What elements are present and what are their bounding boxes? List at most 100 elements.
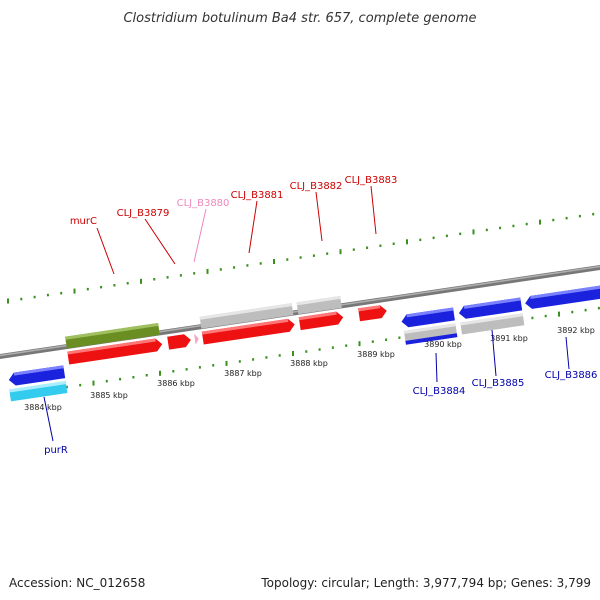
- genome-summary-text: Topology: circular; Length: 3,977,794 bp…: [260, 576, 591, 590]
- tick-label-3886: 3886 kbp: [157, 379, 195, 388]
- track-tick: [432, 236, 435, 240]
- gene-labels: murC CLJ_B3879 CLJ_B3880 CLJ_B3881 CLJ_B…: [44, 175, 597, 456]
- track-tick: [273, 259, 275, 264]
- coordinate-labels: 3884 kbp 3885 kbp 3886 kbp 3887 kbp 3888…: [24, 326, 595, 412]
- track-tick: [20, 297, 23, 301]
- track-tick: [592, 212, 595, 216]
- gene-clj-b3884: [401, 307, 455, 328]
- track-tick: [259, 262, 262, 265]
- genome-title: Clostridium botulinum Ba4 str. 657, comp…: [123, 11, 476, 26]
- gene-leader-lines: [43, 185, 570, 442]
- gene-clj-b3883: [358, 305, 387, 322]
- tick-label-3884: 3884 kbp: [24, 403, 62, 412]
- track-tick: [419, 238, 422, 242]
- track-tick: [166, 276, 169, 279]
- track-tick: [140, 278, 142, 284]
- track-tick: [252, 358, 255, 361]
- track-tick: [100, 285, 103, 289]
- track-tick: [544, 314, 547, 318]
- gene-label-clj-b3885: CLJ_B3885: [472, 378, 525, 389]
- track-tick: [33, 295, 36, 299]
- track-tick: [219, 268, 222, 271]
- track-tick: [552, 218, 555, 222]
- track-tick: [558, 311, 560, 317]
- track-tick: [79, 383, 82, 387]
- track-tick: [46, 293, 49, 297]
- track-tick: [406, 239, 408, 245]
- track-tick: [326, 252, 329, 255]
- track-tick: [238, 360, 241, 363]
- track-tick: [132, 376, 135, 379]
- track-tick: [358, 341, 361, 347]
- track-tick: [445, 234, 448, 238]
- tick-label-3892: 3892 kbp: [557, 326, 595, 335]
- track-tick: [145, 374, 148, 377]
- tick-label-3891: 3891 kbp: [490, 334, 528, 343]
- track-tick: [292, 351, 294, 356]
- gene-clj-b3885-gray: [460, 313, 525, 335]
- track-tick: [385, 338, 388, 341]
- track-tick: [305, 350, 308, 353]
- gene-clj-b3882-gray: [296, 295, 342, 315]
- track-tick: [206, 268, 209, 274]
- track-tick: [459, 232, 462, 236]
- track-tick: [265, 356, 268, 359]
- track-tick: [499, 226, 502, 230]
- gene-clj-b3886: [525, 279, 600, 309]
- gene-track: [8, 279, 600, 402]
- gene-clj-b3880: [194, 333, 199, 345]
- track-tick: [366, 246, 369, 249]
- gene-label-clj-b3884: CLJ_B3884: [413, 386, 466, 397]
- tick-label-3887: 3887 kbp: [224, 369, 262, 378]
- gene-clj-b3885: [458, 297, 523, 319]
- gene-clj-b3884-gray: [403, 323, 458, 343]
- track-tick: [352, 248, 355, 251]
- track-tick: [571, 310, 574, 314]
- track-tick: [597, 306, 600, 310]
- track-tick: [172, 370, 175, 373]
- track-tick: [113, 284, 116, 287]
- track-tick: [159, 370, 161, 376]
- track-tick: [584, 308, 587, 312]
- track-dots: [7, 212, 600, 396]
- gene-label-clj-b3882: CLJ_B3882: [290, 181, 343, 192]
- track-tick: [153, 278, 156, 281]
- gene-label-clj-b3879: CLJ_B3879: [117, 208, 170, 219]
- track-tick: [578, 214, 581, 218]
- gene-label-clj-b3880: CLJ_B3880: [177, 198, 230, 209]
- track-tick: [531, 316, 534, 320]
- gene-label-clj-b3883: CLJ_B3883: [345, 175, 398, 186]
- track-tick: [86, 287, 89, 291]
- track-tick: [485, 228, 488, 232]
- track-tick: [92, 380, 95, 386]
- track-tick: [179, 274, 182, 277]
- track-tick: [212, 364, 215, 367]
- gene-clj-b3884-strip: [405, 333, 458, 345]
- track-tick: [512, 224, 515, 228]
- track-tick: [246, 264, 249, 267]
- track-tick: [198, 366, 201, 369]
- track-tick: [286, 258, 289, 261]
- gene-clj-b3879: [167, 334, 191, 350]
- track-tick: [345, 344, 348, 347]
- track-tick: [398, 336, 401, 339]
- track-tick: [126, 282, 129, 285]
- gene-label-purr: purR: [44, 445, 68, 456]
- gene-label-clj-b3881: CLJ_B3881: [231, 190, 284, 201]
- gene-murc-red: [67, 338, 163, 365]
- track-tick: [60, 291, 63, 295]
- track-tick: [105, 379, 108, 383]
- gene-purr: [9, 381, 68, 402]
- track-tick: [565, 216, 568, 220]
- track-tick: [119, 377, 122, 381]
- track-tick: [278, 354, 281, 357]
- track-tick: [392, 242, 395, 245]
- track-tick: [7, 298, 9, 304]
- gene-left-blue: [8, 365, 66, 386]
- track-tick: [371, 340, 374, 343]
- track-tick: [185, 368, 188, 371]
- track-tick: [233, 266, 236, 269]
- tick-label-3889: 3889 kbp: [357, 350, 395, 359]
- track-tick: [299, 256, 302, 259]
